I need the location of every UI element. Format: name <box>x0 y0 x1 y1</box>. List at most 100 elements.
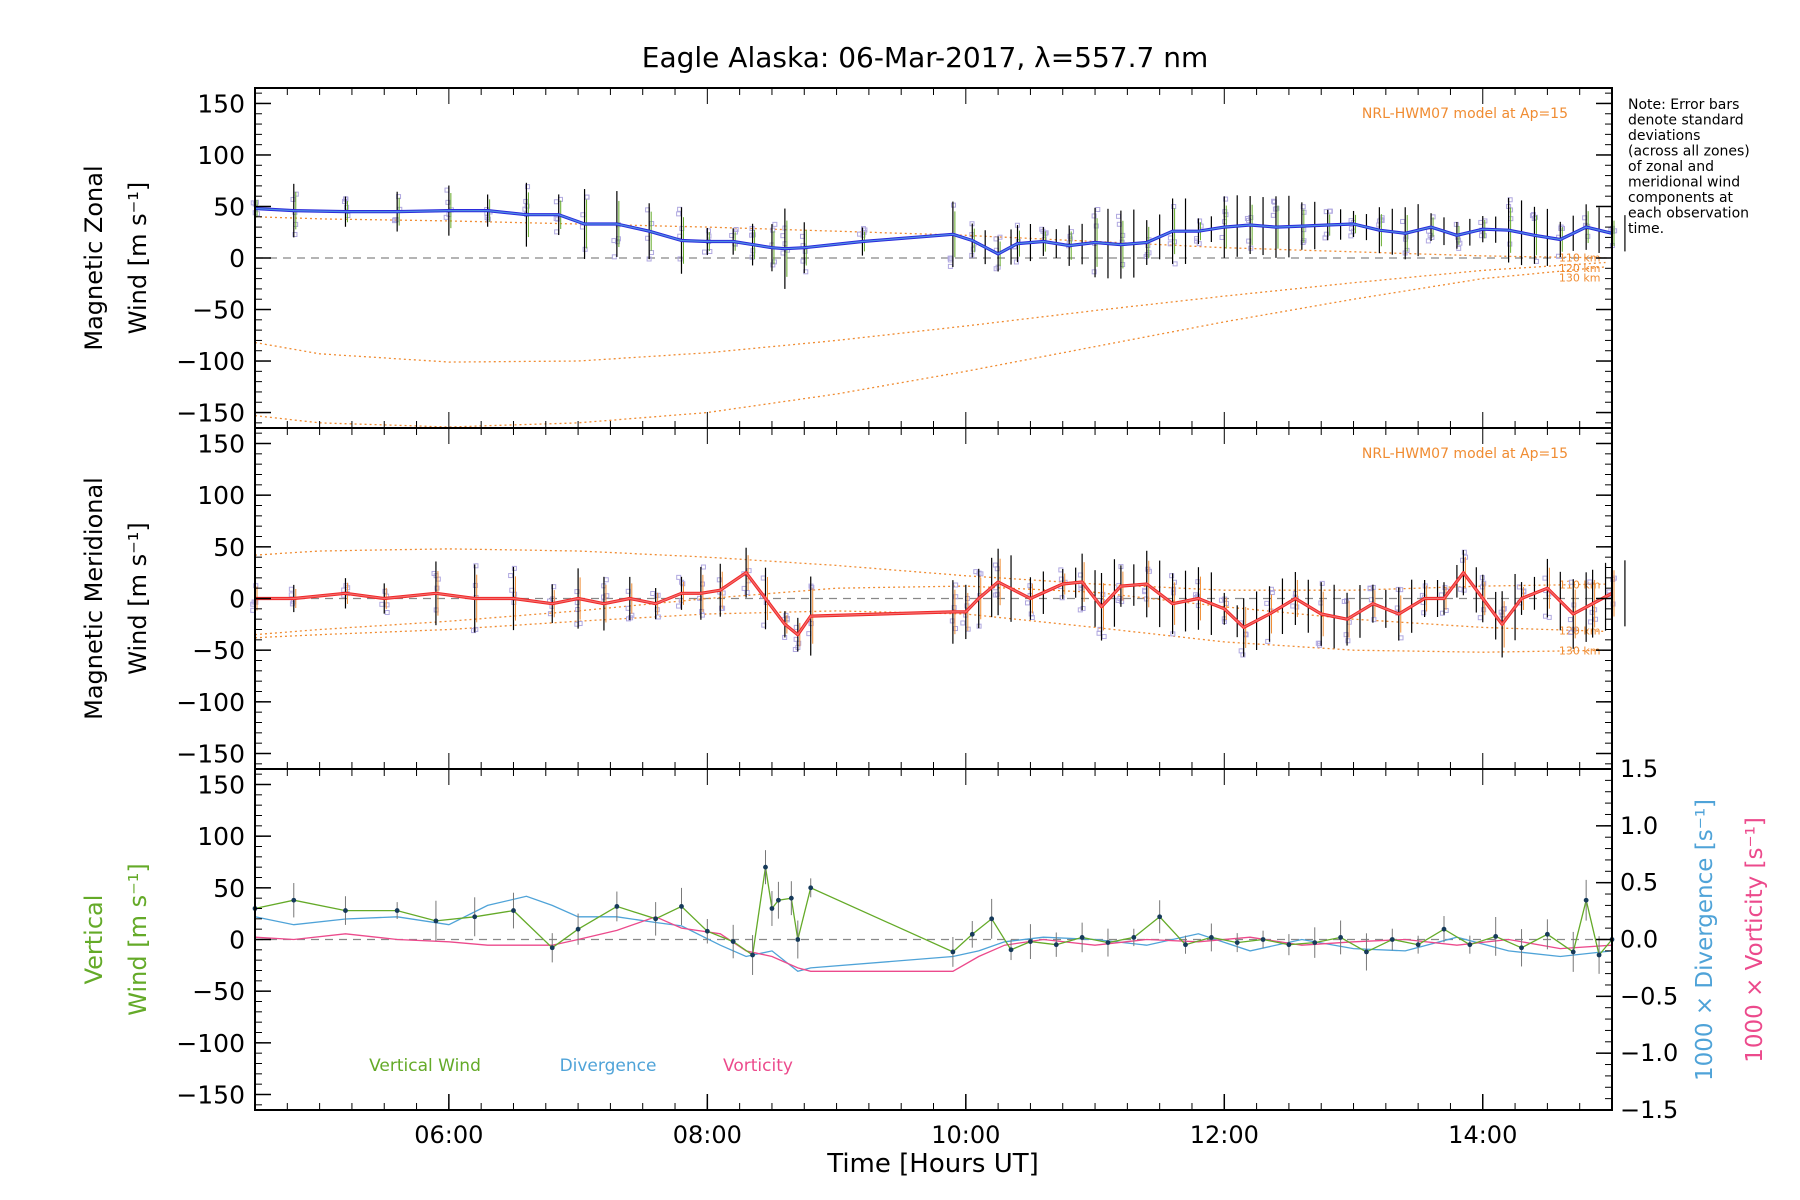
zone-marker <box>1142 587 1148 593</box>
zone-marker <box>697 595 703 601</box>
y-tick-label: 50 <box>213 192 245 221</box>
vertical-wind-point <box>808 885 814 891</box>
vertical-wind-point <box>511 908 516 913</box>
zone-marker <box>1422 583 1428 589</box>
zone-marker <box>1507 241 1513 247</box>
y-tick-label: −100 <box>176 347 245 376</box>
note-line: of zonal and <box>1628 159 1714 175</box>
zone-marker <box>512 591 518 597</box>
right-tick-label: 1.0 <box>1620 812 1658 840</box>
zone-marker <box>1116 213 1122 219</box>
zone-marker <box>1146 568 1152 574</box>
zone-marker <box>523 198 529 204</box>
zone-marker <box>1028 611 1034 617</box>
zone-marker <box>434 585 440 591</box>
zone-marker <box>553 199 559 205</box>
zone-marker <box>1100 591 1106 597</box>
zone-marker <box>1460 557 1466 563</box>
zone-marker <box>1169 573 1175 579</box>
zone-marker <box>1240 652 1246 658</box>
vertical-wind-point <box>1260 937 1266 942</box>
zone-marker <box>289 601 295 607</box>
vertical-wind-point <box>1467 942 1473 948</box>
zone-marker <box>472 582 478 588</box>
zone-marker <box>511 565 517 571</box>
zone-marker <box>1379 217 1385 223</box>
vertical-wind-point <box>679 904 684 909</box>
zone-marker <box>579 224 585 230</box>
zone-marker <box>574 600 580 606</box>
zone-marker <box>1343 632 1349 638</box>
y-tick-label: −100 <box>176 688 245 717</box>
zone-marker <box>1571 626 1577 632</box>
wind-line-zonal <box>254 206 1613 256</box>
zone-marker <box>760 575 766 581</box>
zone-marker <box>379 601 385 607</box>
y-tick-label: −150 <box>176 1081 245 1110</box>
zone-marker <box>1367 586 1373 592</box>
y-tick-label: 100 <box>197 141 245 170</box>
zone-marker <box>1172 261 1178 267</box>
zone-marker <box>1294 604 1300 610</box>
zone-marker <box>1323 231 1329 237</box>
vertical-wind-line <box>254 867 1613 957</box>
vertical-wind-point <box>1519 945 1524 951</box>
model-level-label: 130 km <box>1559 645 1601 658</box>
vertical-wind-point <box>1338 935 1343 940</box>
zone-marker <box>1193 592 1199 598</box>
vertical-wind-point <box>776 897 781 903</box>
zone-marker <box>655 614 661 620</box>
vertical-wind-point <box>750 952 755 958</box>
vertical-wind-point <box>1493 934 1499 939</box>
zone-marker <box>1442 585 1448 591</box>
y-tick-label: 100 <box>197 822 245 851</box>
zone-marker <box>947 263 953 269</box>
vertical-wind-point <box>1441 926 1447 932</box>
x-tick-label: 14:00 <box>1448 1121 1517 1149</box>
note-line: time. <box>1628 221 1664 237</box>
zone-marker <box>1300 239 1306 245</box>
y-tick-label: 0 <box>229 926 245 955</box>
zone-marker <box>1426 228 1432 234</box>
zone-marker <box>1238 648 1244 654</box>
zone-marker <box>702 249 708 255</box>
zone-marker <box>953 594 959 600</box>
x-axis: 06:00 08:00 10:00 12:00 14:00 Time [Hours UT] <box>254 1094 1613 1179</box>
zone-marker <box>1078 585 1084 591</box>
model-curve <box>254 216 1606 259</box>
vertical-wind-point <box>1208 935 1214 940</box>
y-axis-label-line2: Wind [m s⁻¹] <box>124 182 152 334</box>
zone-marker <box>1567 617 1573 623</box>
zone-marker <box>1197 218 1203 224</box>
zone-marker <box>1376 222 1382 228</box>
zone-marker <box>964 603 970 609</box>
vertical-wind-point <box>1234 940 1240 945</box>
zone-marker <box>293 191 299 197</box>
zone-marker <box>993 236 999 242</box>
zone-marker <box>860 232 866 238</box>
zone-marker <box>1025 600 1031 606</box>
y-tick-label: −50 <box>192 977 245 1006</box>
zone-marker <box>473 626 479 632</box>
zone-marker <box>809 584 815 590</box>
zone-marker <box>861 226 867 232</box>
vertical-wind-point <box>989 916 995 922</box>
vertical-wind-point <box>343 908 348 913</box>
zone-marker <box>1091 269 1097 275</box>
zone-marker <box>1588 619 1594 625</box>
y-axis-label-line2: Wind [m s⁻¹] <box>124 863 152 1015</box>
zone-marker <box>1093 223 1099 229</box>
zone-marker <box>1429 234 1435 240</box>
zone-marker <box>1398 635 1404 641</box>
right-axis: 1.5 1.0 0.5 0.0 −0.5 −1.0 −1.5 1000 × Divergenc… <box>1596 755 1768 1124</box>
y-tick-label: 150 <box>197 430 245 459</box>
vertical-wind-point <box>653 916 659 922</box>
zone-marker <box>445 199 451 205</box>
zone-marker <box>384 610 390 616</box>
zone-marker <box>1167 235 1173 241</box>
vorticity-axis-label: 1000 × Vorticity [s⁻¹] <box>1742 817 1768 1063</box>
zone-marker <box>443 214 449 220</box>
vertical-wind-point <box>614 904 620 909</box>
zone-marker <box>770 262 776 268</box>
